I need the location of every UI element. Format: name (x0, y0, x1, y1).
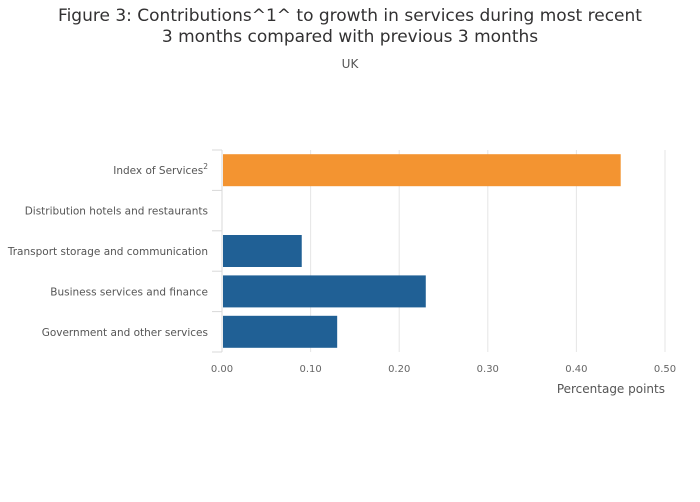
x-axis: 0.00 0.10 0.20 0.30 0.40 0.50 (211, 364, 676, 375)
y-category-label: Distribution hotels and restaurants (25, 206, 208, 218)
x-tick-label: 0.50 (654, 364, 676, 375)
bar (223, 315, 338, 348)
chart-title: Figure 3: Contributions^1^ to growth in … (58, 6, 642, 47)
bar (223, 235, 302, 267)
bars (223, 154, 621, 348)
y-category-label: Business services and finance (50, 286, 208, 298)
y-category-label: Index of Services2 (113, 162, 208, 177)
x-tick-label: 0.20 (388, 364, 410, 375)
y-category-label: Transport storage and communication (7, 246, 208, 258)
bar (223, 154, 621, 187)
title-block: Figure 3: Contributions^1^ to growth in … (0, 6, 700, 71)
x-axis-title: Percentage points (557, 382, 665, 396)
chart-subtitle: UK (341, 57, 359, 71)
bar (223, 275, 426, 308)
x-tick-label: 0.10 (299, 364, 321, 375)
y-category-label: Government and other services (42, 327, 208, 339)
x-tick-label: 0.40 (565, 364, 587, 375)
y-axis: Index of Services2 Distribution hotels an… (7, 149, 223, 353)
x-tick-label: 0.30 (477, 364, 499, 375)
x-tick-label: 0.00 (211, 364, 233, 375)
